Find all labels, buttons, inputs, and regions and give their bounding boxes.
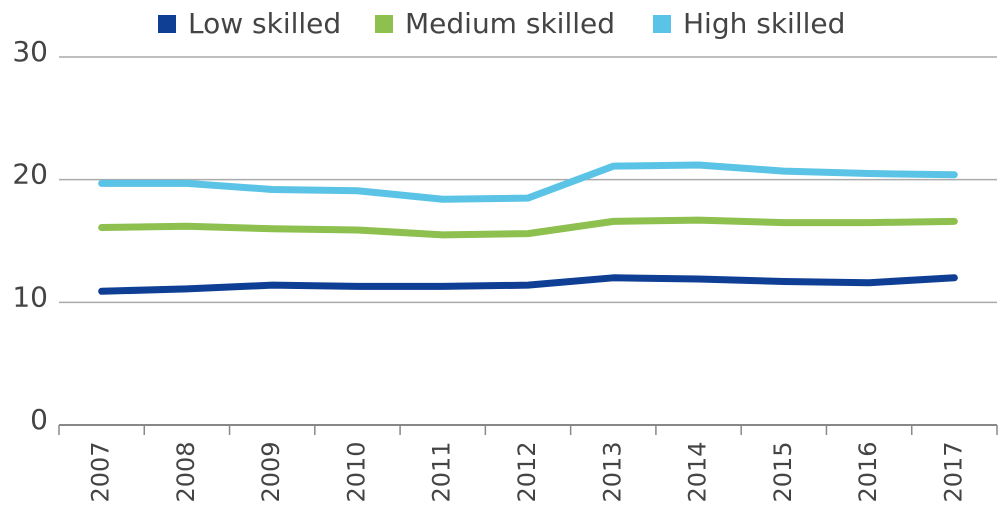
line-series [98,161,958,203]
x-tick-label: 2015 [769,441,797,502]
x-tick-label: 2009 [257,441,285,502]
x-tick-label: 2010 [342,441,370,502]
x-tick-label: 2013 [598,441,626,502]
y-tick-label: 30 [12,35,48,68]
x-tick-label: 2007 [87,441,115,502]
legend-swatch [375,15,393,33]
legend-label: Low skilled [188,7,341,40]
line-series [98,274,958,295]
legend-label: High skilled [683,7,845,40]
x-tick-label: 2017 [939,441,967,502]
legend-label: Medium skilled [405,7,615,40]
legend-swatch [653,15,671,33]
y-tick-label: 10 [12,280,48,313]
x-tick-label: 2008 [172,441,200,502]
legend-swatch [158,15,176,33]
x-tick-label: 2012 [513,441,541,502]
x-tick-label: 2014 [684,441,712,502]
y-tick-label: 20 [12,158,48,191]
x-tick-label: 2011 [428,441,456,502]
x-tick-label: 2016 [854,441,882,502]
line-series [98,216,958,239]
y-tick-label: 0 [30,403,48,436]
